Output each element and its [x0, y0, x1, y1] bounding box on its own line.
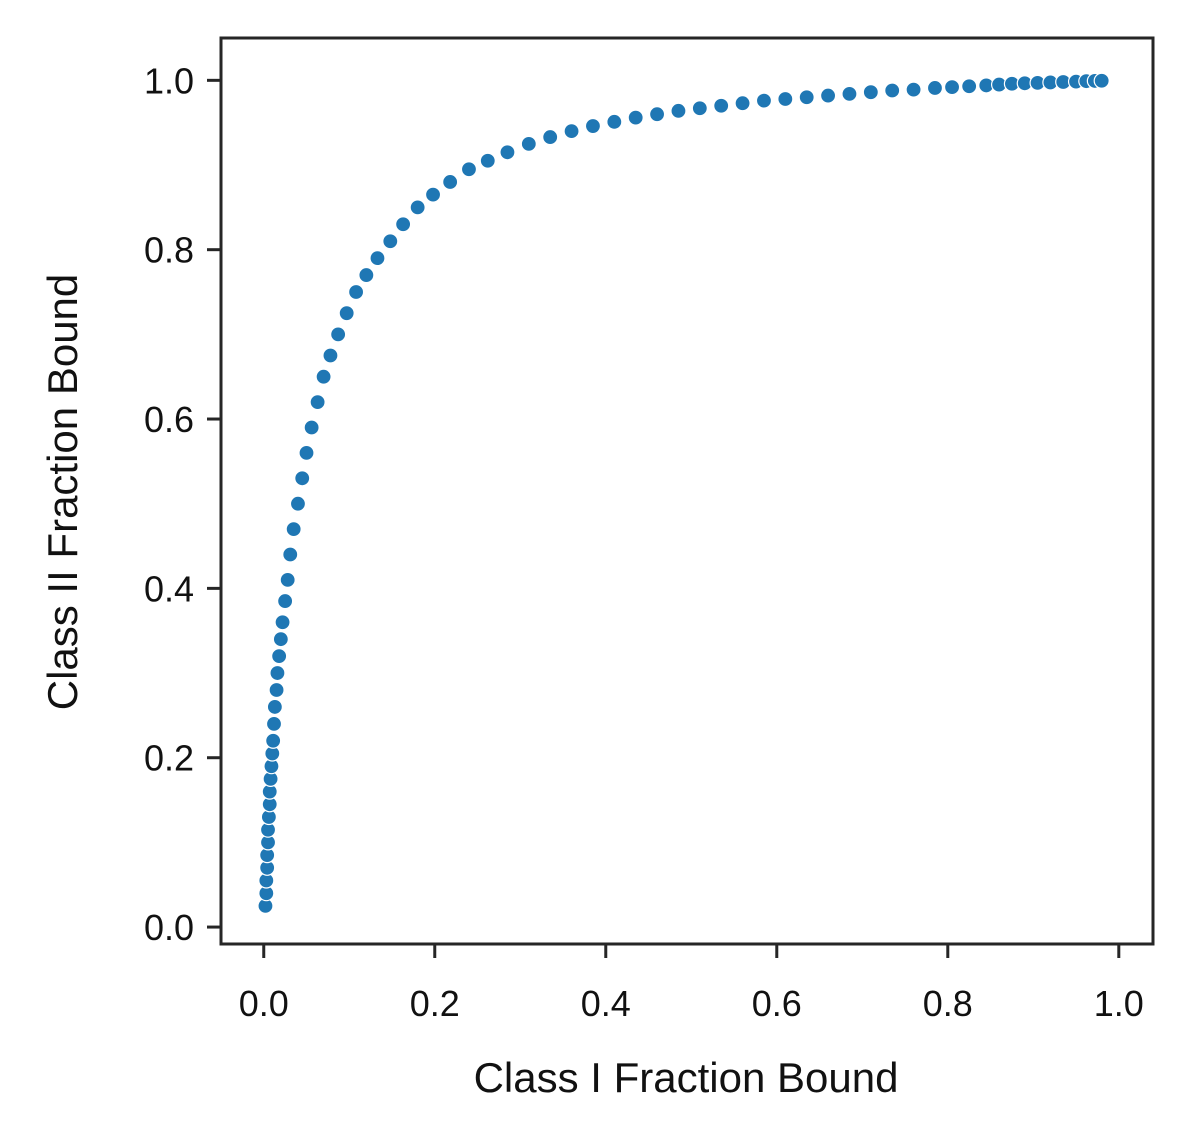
x-tick-label: 0.6	[752, 983, 802, 1024]
data-point	[309, 393, 326, 411]
data-point	[347, 283, 365, 301]
data-point	[269, 664, 286, 682]
y-axis-title: Class II Fraction Bound	[39, 274, 86, 711]
data-point	[358, 266, 375, 284]
data-point	[303, 419, 320, 436]
data-point	[265, 732, 282, 749]
data-point	[961, 78, 978, 95]
data-point	[563, 123, 580, 140]
data-point	[691, 100, 708, 117]
data-point	[606, 113, 623, 130]
data-point	[268, 681, 285, 699]
data-point	[460, 161, 478, 178]
data-point	[298, 444, 315, 461]
data-point	[755, 92, 773, 109]
data-point	[713, 97, 730, 114]
data-point	[520, 135, 537, 152]
x-tick-label: 0.0	[239, 983, 289, 1024]
plot-frame	[219, 36, 1155, 946]
data-point	[926, 79, 944, 97]
data-point	[322, 347, 339, 364]
data-point	[338, 305, 355, 322]
y-tick-label: 0.2	[144, 738, 194, 779]
x-tick-label: 1.0	[1094, 983, 1144, 1024]
data-point	[272, 631, 289, 648]
data-point	[369, 250, 386, 267]
data-point	[265, 715, 283, 732]
data-point	[395, 216, 412, 233]
data-point	[274, 614, 291, 631]
data-point	[315, 368, 332, 385]
data-point	[1093, 72, 1110, 89]
x-tick-label: 0.8	[923, 983, 973, 1024]
x-axis-title: Class I Fraction Bound	[474, 1054, 899, 1101]
data-point	[271, 648, 288, 665]
x-tick-label: 0.2	[410, 983, 460, 1024]
y-tick-label: 0.6	[144, 399, 194, 440]
data-point	[841, 85, 858, 102]
data-point	[479, 152, 496, 169]
data-point	[266, 698, 283, 716]
data-points	[257, 72, 1110, 914]
data-point	[648, 106, 666, 123]
data-point	[289, 495, 307, 512]
data-point	[819, 87, 837, 104]
data-point	[798, 89, 815, 106]
y-tick-label: 1.0	[144, 60, 194, 101]
data-point	[424, 186, 442, 203]
y-tick-label: 0.0	[144, 907, 194, 948]
data-point	[409, 199, 426, 216]
data-point	[442, 173, 459, 191]
data-point	[905, 81, 922, 98]
data-point	[542, 128, 559, 146]
data-point	[884, 82, 901, 99]
data-point	[862, 84, 879, 101]
data-point	[294, 470, 311, 487]
y-tick-label: 0.4	[144, 568, 194, 609]
data-point	[943, 79, 961, 96]
data-point	[282, 546, 299, 563]
data-point	[285, 521, 302, 538]
data-point	[499, 144, 516, 161]
x-tick-label: 0.4	[581, 983, 631, 1024]
data-point	[627, 109, 644, 126]
axes: 0.0 0.2 0.4 0.6 0.8 1.0 0.0 0.2 0.4 0.6 0.8 1.0	[144, 36, 1155, 1024]
data-point	[330, 326, 347, 343]
data-point	[277, 592, 294, 610]
data-point	[734, 95, 751, 112]
y-tick-label: 0.8	[144, 230, 194, 271]
data-point	[584, 117, 602, 135]
data-point	[777, 90, 794, 108]
data-point	[670, 102, 687, 119]
data-point	[382, 233, 399, 250]
data-point	[279, 571, 296, 589]
